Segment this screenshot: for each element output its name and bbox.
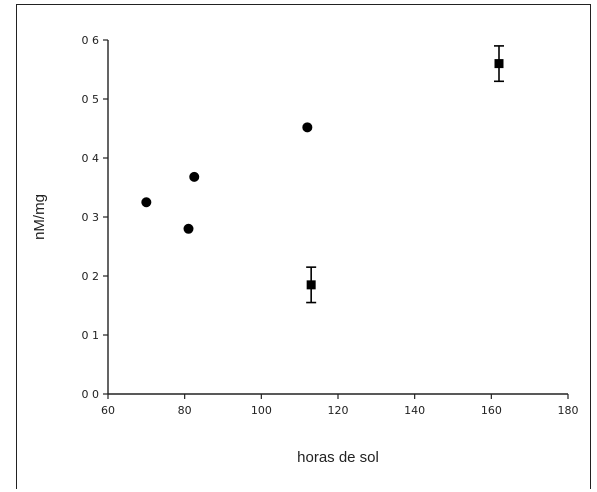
data-point <box>302 122 313 133</box>
x-tick-label: 60 <box>101 404 115 417</box>
x-tick-label: 100 <box>251 404 272 417</box>
x-axis-label: horas de sol <box>297 449 379 466</box>
x-tick-label: 180 <box>558 404 579 417</box>
y-tick-label: 0 4 <box>82 152 100 165</box>
x-tick-label: 140 <box>404 404 425 417</box>
y-tick-label: 0 2 <box>82 270 100 283</box>
y-tick-label: 0 5 <box>82 93 100 106</box>
data-point-square <box>494 59 504 69</box>
data-point <box>183 223 194 234</box>
data-point <box>189 171 200 182</box>
figure-frame <box>16 4 591 489</box>
y-tick-label: 0 6 <box>82 34 100 47</box>
x-tick-label: 120 <box>328 404 349 417</box>
data-point-square <box>306 280 316 290</box>
y-tick-label: 0 0 <box>82 388 100 401</box>
x-ticks: 60 80 100 120 140 160 180 <box>101 394 579 417</box>
x-tick-label: 80 <box>178 404 192 417</box>
data-points <box>141 45 504 304</box>
y-axis-label: nM/mg <box>31 194 48 240</box>
y-tick-label: 0 1 <box>82 329 100 342</box>
y-ticks: 0 0 0 1 0 2 0 3 0 4 0 5 0 6 <box>82 34 108 401</box>
x-tick-label: 160 <box>481 404 502 417</box>
y-tick-label: 0 3 <box>82 211 100 224</box>
data-point <box>141 197 152 208</box>
